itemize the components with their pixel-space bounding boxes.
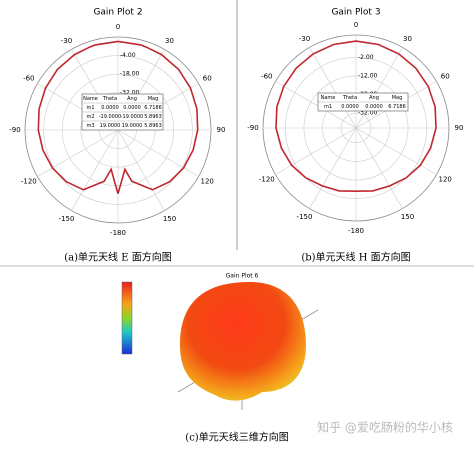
angle-tick-label: 150 bbox=[401, 213, 414, 221]
table-cell: -19.0000 bbox=[121, 114, 143, 120]
spoke bbox=[355, 127, 437, 175]
caption: (b)单元天线 H 面方向图 bbox=[301, 251, 410, 264]
table-cell: Mag bbox=[392, 95, 403, 101]
r-tick-label: -32.00 bbox=[120, 89, 140, 96]
table-cell: m3 bbox=[86, 123, 94, 129]
angle-tick-label: -180 bbox=[110, 229, 126, 237]
angle-tick-label: 90 bbox=[217, 126, 226, 134]
angle-tick-label: 60 bbox=[441, 73, 450, 81]
r-tick-label: -12.00 bbox=[358, 72, 378, 79]
table-cell: Name bbox=[321, 95, 336, 101]
pattern-curve bbox=[37, 40, 199, 195]
caption: (a)单元天线 E 面方向图 bbox=[64, 251, 171, 264]
r-tick-label: -4.00 bbox=[120, 52, 136, 59]
watermark: 知乎 @爱吃肠粉的华小核 bbox=[317, 420, 453, 435]
table-cell: m2 bbox=[86, 114, 94, 120]
spoke bbox=[71, 129, 119, 211]
angle-tick-label: 0 bbox=[354, 21, 358, 29]
table-cell: m1 bbox=[86, 105, 94, 111]
angle-tick-label: -60 bbox=[23, 75, 34, 83]
r-tick-label: -32.00 bbox=[358, 110, 378, 117]
angle-tick-label: -90 bbox=[9, 126, 20, 134]
table-cell: -19.0000 bbox=[99, 114, 121, 120]
angle-tick-label: 60 bbox=[203, 75, 212, 83]
spoke bbox=[309, 47, 357, 129]
table-cell: Theta bbox=[102, 96, 117, 102]
table-cell: 0.0000 bbox=[365, 104, 383, 110]
table-cell: Ang bbox=[127, 96, 137, 102]
spoke bbox=[37, 129, 119, 177]
plot-title: Gain Plot 2 bbox=[93, 8, 142, 18]
angle-tick-label: 90 bbox=[455, 124, 464, 132]
colorbar bbox=[121, 281, 133, 355]
spoke bbox=[275, 127, 357, 175]
r-tick-label: -2.00 bbox=[358, 54, 374, 61]
pattern-curve bbox=[275, 40, 437, 192]
angle-tick-label: -150 bbox=[297, 213, 313, 221]
table-cell: Ang bbox=[369, 95, 379, 101]
angle-tick-label: -60 bbox=[261, 73, 272, 81]
plot-title: Gain Plot 6 bbox=[226, 273, 259, 280]
caption: (c)单元天线三维方向图 bbox=[185, 431, 288, 444]
pattern-3d bbox=[180, 282, 306, 401]
angle-tick-label: -120 bbox=[21, 178, 37, 186]
table-cell: 19.0000 bbox=[122, 123, 143, 129]
angle-tick-label: -30 bbox=[61, 37, 72, 45]
r-tick-label: -18.00 bbox=[120, 71, 140, 78]
angle-tick-label: 0 bbox=[116, 23, 120, 31]
table-cell: Theta bbox=[342, 95, 357, 101]
plot-title: Gain Plot 3 bbox=[331, 8, 380, 18]
spoke bbox=[355, 127, 403, 209]
table-cell: 0.0000 bbox=[341, 104, 359, 110]
spoke bbox=[275, 81, 357, 129]
table-cell: 19.0000 bbox=[100, 123, 121, 129]
angle-tick-label: 150 bbox=[163, 215, 176, 223]
angle-tick-label: -90 bbox=[247, 124, 258, 132]
spoke bbox=[309, 127, 357, 209]
angle-tick-label: -30 bbox=[299, 35, 310, 43]
table-cell: 5.8963 bbox=[144, 114, 162, 120]
table-cell: Mag bbox=[148, 96, 159, 102]
table-cell: 5.8963 bbox=[144, 123, 162, 129]
angle-tick-label: 120 bbox=[201, 178, 214, 186]
angle-tick-label: -180 bbox=[348, 227, 364, 235]
angle-tick-label: -120 bbox=[259, 176, 275, 184]
table-cell: 0.0000 bbox=[123, 105, 141, 111]
angle-tick-label: 30 bbox=[403, 35, 412, 43]
angle-tick-label: -150 bbox=[59, 215, 75, 223]
table-cell: 0.0000 bbox=[101, 105, 119, 111]
table-cell: 6.7186 bbox=[388, 104, 406, 110]
spoke bbox=[117, 129, 199, 177]
table-cell: Name bbox=[83, 96, 98, 102]
spoke bbox=[355, 47, 403, 129]
table-cell: m1 bbox=[324, 104, 332, 110]
spoke bbox=[117, 129, 165, 211]
angle-tick-label: 120 bbox=[439, 176, 452, 184]
table-cell: 6.7186 bbox=[144, 105, 162, 111]
figure-3d: Gain Plot 6 (c)单元天线三维方向图 bbox=[121, 273, 319, 444]
angle-tick-label: 30 bbox=[165, 37, 174, 45]
